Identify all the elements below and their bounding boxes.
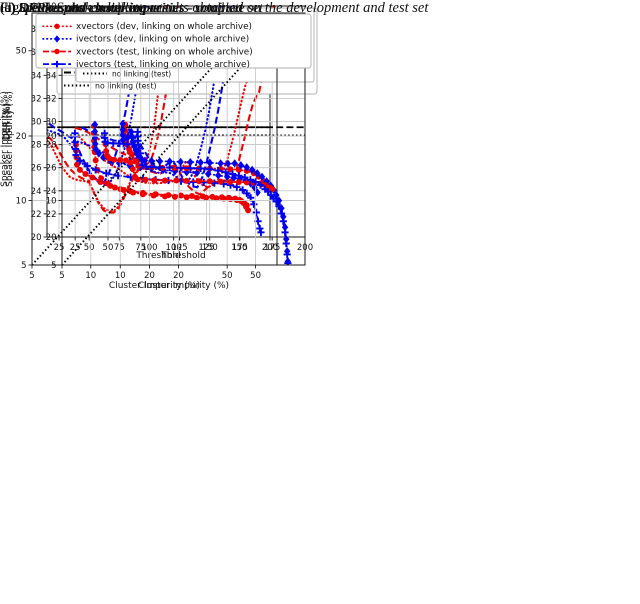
x-axis-label: Cluster Impurity (%) <box>138 281 229 291</box>
svg-text:20: 20 <box>46 233 57 243</box>
svg-text:no linking (test): no linking (test) <box>112 69 171 78</box>
series-ivectors-test <box>101 128 292 265</box>
axes-frame <box>61 12 306 266</box>
svg-text:20: 20 <box>144 271 155 281</box>
svg-text:24: 24 <box>46 187 57 197</box>
svg-text:10: 10 <box>85 271 96 281</box>
svg-text:20: 20 <box>16 132 27 142</box>
plot-area <box>32 13 265 265</box>
svg-text:20: 20 <box>46 132 57 142</box>
svg-text:5: 5 <box>21 261 26 271</box>
series-ivectors-test <box>71 129 265 236</box>
svg-text:28: 28 <box>46 141 57 151</box>
svg-text:50: 50 <box>16 47 27 57</box>
svg-text:75: 75 <box>135 243 146 253</box>
caption-b-tag: (b) <box>0 0 16 15</box>
svg-text:30: 30 <box>46 118 57 128</box>
svg-text:40: 40 <box>31 2 42 12</box>
x-axis-label: Cluster Impurity (%) <box>109 281 200 291</box>
svg-text:30: 30 <box>31 118 42 128</box>
svg-text:50: 50 <box>222 271 233 281</box>
svg-text:10: 10 <box>16 196 27 206</box>
svg-text:50: 50 <box>103 243 114 253</box>
svg-text:5: 5 <box>51 261 56 271</box>
svg-text:20: 20 <box>31 233 42 243</box>
caption-c: (c) Speaker and cluster impurities - sma… <box>0 0 243 16</box>
caption-b: (b) DER results - complete set <box>0 0 163 16</box>
svg-text:xvectors (test, linking on who: xvectors (test, linking on whole archive… <box>76 47 253 57</box>
caption-a: (a) DER results - small set <box>0 0 142 16</box>
svg-text:32: 32 <box>31 94 42 104</box>
svg-text:25: 25 <box>54 243 65 253</box>
svg-text:100: 100 <box>166 243 182 253</box>
svg-text:22: 22 <box>31 210 42 220</box>
svg-text:24: 24 <box>31 187 42 197</box>
legend-item-2: xvectors (test, linking on whole archive… <box>43 47 253 57</box>
svg-text:26: 26 <box>31 164 42 174</box>
svg-text:175: 175 <box>264 243 280 253</box>
series-xvectors-test <box>47 6 168 213</box>
figure-caption: Figure 3: Speaker linking results obtain… <box>0 0 428 17</box>
svg-text:32: 32 <box>46 94 57 104</box>
svg-text:40: 40 <box>46 2 57 12</box>
figure-caption-text: Speaker linking results obtained on the … <box>56 0 429 16</box>
caption-a-text: DER results - small set <box>18 0 143 15</box>
y-axis-label: DER (%) <box>2 103 12 140</box>
caption-c-tag: (c) <box>0 0 15 15</box>
series-xvectors-dev <box>47 6 179 214</box>
svg-text:50: 50 <box>250 271 261 281</box>
svg-text:5: 5 <box>59 271 64 281</box>
svg-text:150: 150 <box>231 243 247 253</box>
caption-d: (d) Speaker and cluster impurities - com… <box>0 0 263 16</box>
legend-item-0: xvectors (dev, linking on whole archive) <box>42 22 252 32</box>
caption-d-text: Speaker and cluster impurities - complet… <box>19 0 263 15</box>
caption-b-text: DER results - complete set <box>19 0 163 15</box>
caption-c-text: Speaker and cluster impurities - small s… <box>18 0 243 15</box>
svg-text:25: 25 <box>70 243 81 253</box>
svg-text:xvectors (dev, linking on whol: xvectors (dev, linking on whole archive) <box>76 22 252 32</box>
caption-d-tag: (d) <box>0 0 16 15</box>
svg-text:175: 175 <box>232 243 248 253</box>
svg-text:26: 26 <box>46 164 57 174</box>
svg-text:10: 10 <box>46 196 57 206</box>
series-xvectors-test <box>78 6 261 189</box>
svg-text:no linking (test): no linking (test) <box>95 81 157 90</box>
svg-text:125: 125 <box>171 243 187 253</box>
legend-item-5: no linking (test) <box>83 69 171 78</box>
svg-text:150: 150 <box>202 243 218 253</box>
svg-text:10: 10 <box>115 271 126 281</box>
svg-text:34: 34 <box>46 71 57 81</box>
legend-item-5: no linking (test) <box>64 81 157 90</box>
svg-text:5: 5 <box>29 271 34 281</box>
svg-text:125: 125 <box>198 243 214 253</box>
svg-text:75: 75 <box>114 243 125 253</box>
legend-item-1: ivectors (dev, linking on whole archive) <box>42 35 249 45</box>
x-axis-label: Threshold <box>135 251 180 261</box>
svg-text:ivectors (test, linking on who: ivectors (test, linking on whole archive… <box>76 60 250 70</box>
legend: xvectors (dev, linking on whole archive)… <box>35 13 312 70</box>
y-axis-label: DER (%) <box>3 103 13 140</box>
caption-a-tag: (a) <box>0 0 15 15</box>
svg-text:34: 34 <box>31 71 42 81</box>
y-axis-label: Speaker Impurity (%) <box>5 91 15 187</box>
svg-text:ivectors (dev, linking on whol: ivectors (dev, linking on whole archive) <box>76 35 249 45</box>
x-axis-label: Threshold <box>160 251 205 261</box>
plot-area <box>62 13 292 265</box>
svg-text:28: 28 <box>31 141 42 151</box>
tick-labels: 5 10 20 50 5 10 20 50 <box>16 47 233 281</box>
figure-caption-tag: Figure 3: <box>0 0 53 16</box>
svg-text:50: 50 <box>84 243 95 253</box>
svg-text:20: 20 <box>173 271 184 281</box>
y-axis-label: Speaker Impurity (%) <box>0 91 10 187</box>
legend-item-3: ivectors (test, linking on whole archive… <box>43 60 250 70</box>
svg-text:200: 200 <box>262 243 278 253</box>
svg-text:22: 22 <box>46 210 57 220</box>
